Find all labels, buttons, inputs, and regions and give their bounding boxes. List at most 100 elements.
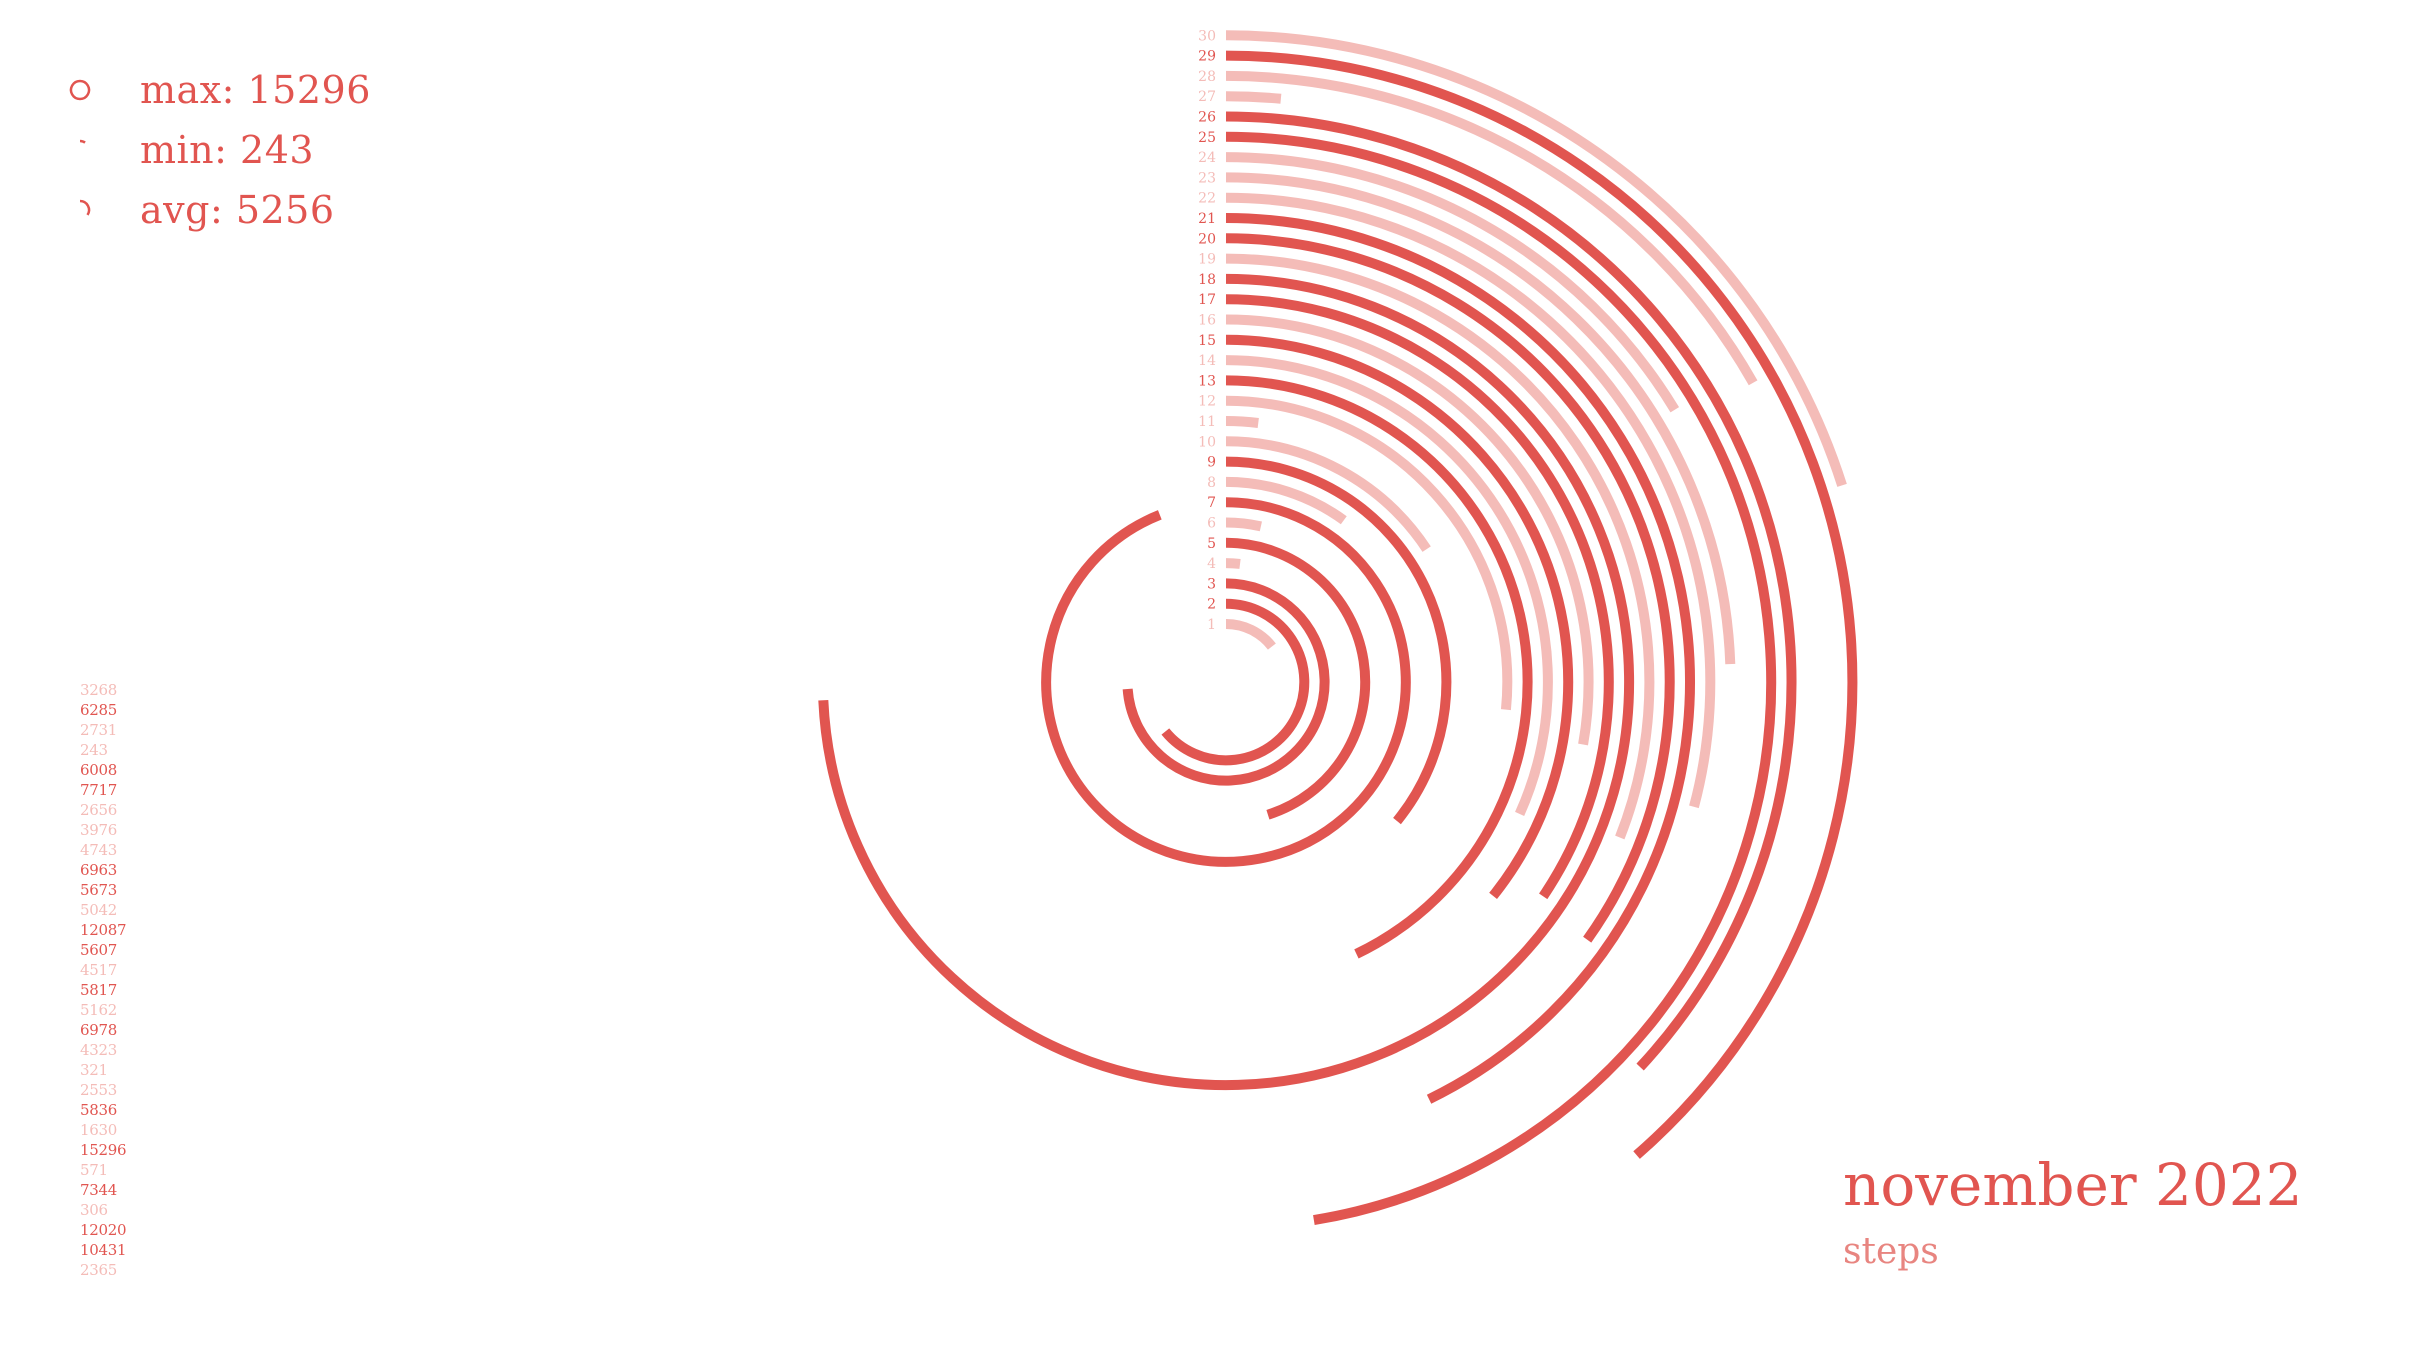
day-label-18: 18 <box>1198 272 1216 288</box>
arc-day-4 <box>1225 558 1241 569</box>
value-day-28: 2731 <box>80 721 117 739</box>
max-glyph-icon <box>69 79 91 101</box>
day-label-30: 30 <box>1198 28 1216 44</box>
day-label-12: 12 <box>1198 394 1216 410</box>
value-day-26: 6008 <box>80 761 117 779</box>
day-label-10: 10 <box>1198 434 1216 450</box>
day-label-13: 13 <box>1198 373 1216 389</box>
value-day-8: 1630 <box>80 1121 117 1139</box>
value-day-16: 4517 <box>80 961 117 979</box>
value-day-6: 571 <box>80 1161 108 1179</box>
value-day-29: 6285 <box>80 701 117 719</box>
value-day-18: 12087 <box>80 921 126 939</box>
day-label-24: 24 <box>1198 150 1216 166</box>
arc-day-28 <box>1225 70 1758 386</box>
arc-day-18 <box>818 273 1635 1091</box>
day-label-22: 22 <box>1198 191 1216 207</box>
arcs-layer <box>818 30 1858 1226</box>
value-day-24: 2656 <box>80 801 117 819</box>
value-day-25: 7717 <box>80 781 117 799</box>
value-day-27: 243 <box>80 741 108 759</box>
arc-day-12 <box>1225 395 1513 711</box>
arc-day-24 <box>1225 152 1680 413</box>
day-label-26: 26 <box>1198 110 1216 126</box>
arc-day-19 <box>1225 253 1655 840</box>
day-label-29: 29 <box>1198 49 1216 65</box>
value-day-20: 5673 <box>80 881 117 899</box>
min-glyph-icon <box>79 139 86 144</box>
stat-min: min: 243 <box>140 128 314 172</box>
day-label-17: 17 <box>1198 292 1216 308</box>
arc-day-17 <box>1225 294 1614 900</box>
arc-day-16 <box>1225 314 1594 746</box>
stats-legend: max: 15296 min: 243 avg: 5256 <box>69 68 371 232</box>
arc-day-15 <box>1225 334 1574 900</box>
arc-day-23 <box>1225 172 1736 665</box>
arc-day-25 <box>1225 131 1777 1226</box>
values-list: 3268 6285 2731 243 6008 7717 2656 3976 4743 6963 5… <box>80 681 127 1279</box>
arc-day-7 <box>1041 497 1411 867</box>
value-day-7: 15296 <box>80 1141 126 1159</box>
value-day-19: 5042 <box>80 901 117 919</box>
value-day-15: 5817 <box>80 981 117 999</box>
day-label-19: 19 <box>1198 252 1216 268</box>
title-block: november 2022 steps <box>1843 1151 2303 1272</box>
value-day-22: 4743 <box>80 841 117 859</box>
arc-day-5 <box>1225 537 1371 820</box>
value-day-9: 5836 <box>80 1101 117 1119</box>
day-label-23: 23 <box>1198 170 1216 186</box>
value-day-10: 2553 <box>80 1081 117 1099</box>
avg-glyph-icon <box>79 199 91 216</box>
arc-day-6 <box>1225 517 1262 532</box>
arc-day-27 <box>1225 91 1282 104</box>
arc-day-26 <box>1225 111 1797 1071</box>
arc-day-10 <box>1225 436 1431 552</box>
arc-day-11 <box>1225 415 1259 428</box>
chart-title: november 2022 <box>1843 1151 2303 1219</box>
value-day-17: 5607 <box>80 941 117 959</box>
arc-day-22 <box>1225 192 1716 809</box>
arc-day-8 <box>1225 476 1347 525</box>
arc-day-2 <box>1161 598 1310 766</box>
value-day-1: 2365 <box>80 1261 117 1279</box>
arc-day-9 <box>1225 456 1452 825</box>
day-label-9: 9 <box>1207 455 1216 471</box>
day-label-1: 1 <box>1207 617 1216 633</box>
chart-subtitle: steps <box>1843 1231 1939 1272</box>
day-label-3: 3 <box>1207 576 1216 592</box>
value-day-2: 10431 <box>80 1241 126 1259</box>
value-day-23: 3976 <box>80 821 117 839</box>
stat-avg: avg: 5256 <box>140 188 335 232</box>
day-label-16: 16 <box>1198 313 1216 329</box>
day-label-11: 11 <box>1198 414 1216 430</box>
value-day-4: 306 <box>80 1201 108 1219</box>
day-label-6: 6 <box>1207 516 1216 532</box>
arc-day-1 <box>1225 619 1276 650</box>
arc-day-21 <box>1225 213 1695 1104</box>
value-day-12: 4323 <box>80 1041 117 1059</box>
day-label-4: 4 <box>1207 556 1216 572</box>
stat-max: max: 15296 <box>140 68 371 112</box>
value-day-30: 3268 <box>80 681 117 699</box>
day-label-5: 5 <box>1207 536 1216 552</box>
day-label-28: 28 <box>1198 69 1216 85</box>
arc-day-3 <box>1122 578 1330 786</box>
day-label-14: 14 <box>1198 353 1216 369</box>
day-label-20: 20 <box>1198 231 1216 247</box>
arc-day-30 <box>1225 30 1847 487</box>
value-day-14: 5162 <box>80 1001 117 1019</box>
arc-day-13 <box>1225 375 1533 959</box>
day-label-21: 21 <box>1198 211 1216 227</box>
day-label-27: 27 <box>1198 89 1216 105</box>
value-day-21: 6963 <box>80 861 117 879</box>
value-day-5: 7344 <box>80 1181 117 1199</box>
value-day-3: 12020 <box>80 1221 126 1239</box>
day-label-15: 15 <box>1198 333 1216 349</box>
day-label-25: 25 <box>1198 130 1216 146</box>
day-label-7: 7 <box>1207 495 1216 511</box>
arc-day-14 <box>1225 355 1553 817</box>
day-label-2: 2 <box>1207 597 1216 613</box>
arc-day-20 <box>1225 233 1675 943</box>
arc-day-29 <box>1225 50 1858 1159</box>
